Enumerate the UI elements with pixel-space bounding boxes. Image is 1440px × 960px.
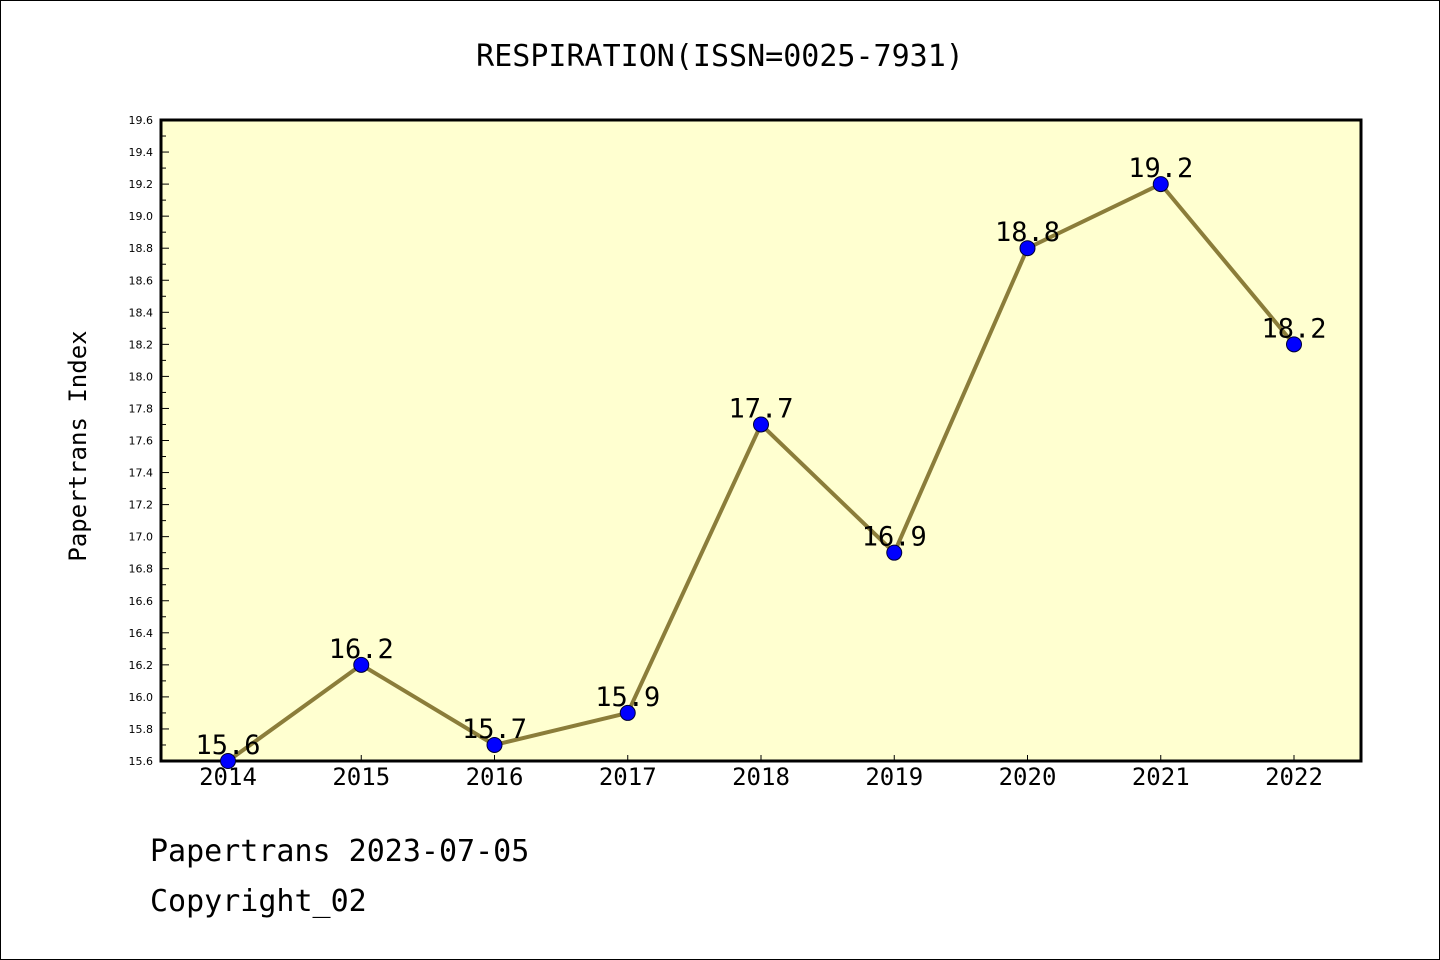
y-tick-label: 17.0 bbox=[129, 531, 154, 544]
data-point bbox=[619, 704, 636, 721]
y-tick-label: 18.8 bbox=[129, 242, 154, 255]
data-label: 19.2 bbox=[1128, 153, 1193, 184]
data-label: 18.2 bbox=[1261, 313, 1326, 344]
y-tick-label: 17.8 bbox=[129, 402, 154, 415]
x-tick-label: 2021 bbox=[1132, 763, 1190, 791]
data-point bbox=[486, 736, 503, 753]
chart-title: RESPIRATION(ISSN=0025-7931) bbox=[476, 39, 964, 74]
y-tick-label: 16.4 bbox=[129, 627, 154, 640]
data-label: 16.9 bbox=[862, 522, 927, 553]
x-tick-label: 2015 bbox=[332, 763, 390, 791]
y-tick-label: 15.6 bbox=[129, 755, 154, 768]
data-point bbox=[886, 544, 903, 561]
y-tick-label: 16.0 bbox=[129, 691, 154, 704]
data-label: 18.8 bbox=[995, 217, 1060, 248]
y-tick-label: 15.8 bbox=[129, 723, 154, 736]
data-label: 17.7 bbox=[728, 393, 793, 424]
data-point bbox=[1286, 336, 1302, 353]
y-axis-label: Papertrans Index bbox=[64, 330, 92, 561]
y-axis: 15.6 15.8 16.0 16.2 16.4 16.6 16.8 17.0 17.2 17.4… bbox=[129, 114, 169, 768]
footer-date: Papertrans 2023-07-05 bbox=[150, 834, 530, 869]
data-point bbox=[220, 753, 236, 769]
x-tick-label: 2017 bbox=[599, 763, 657, 791]
x-tick-label: 2019 bbox=[865, 763, 923, 791]
x-tick-label: 2016 bbox=[466, 763, 524, 791]
y-tick-label: 18.6 bbox=[129, 274, 154, 287]
y-tick-label: 16.2 bbox=[129, 659, 154, 672]
y-tick-label: 19.4 bbox=[129, 146, 154, 159]
data-label: 15.9 bbox=[595, 682, 660, 713]
y-tick-label: 19.0 bbox=[129, 210, 154, 223]
y-tick-label: 16.6 bbox=[129, 595, 154, 608]
data-label-layer: 15.6 16.2 15.7 15.9 17.7 16.9 18.8 19.2 18.2 bbox=[195, 153, 1326, 761]
y-tick-label: 17.2 bbox=[129, 499, 154, 512]
data-point bbox=[1019, 240, 1036, 257]
data-point bbox=[353, 656, 370, 673]
y-tick-label: 16.8 bbox=[129, 563, 154, 576]
data-point bbox=[753, 416, 769, 433]
data-label: 15.6 bbox=[195, 730, 260, 761]
x-tick-label: 2020 bbox=[999, 763, 1057, 791]
x-tick-label: 2018 bbox=[732, 763, 790, 791]
plot-area bbox=[159, 118, 1363, 763]
series-layer bbox=[220, 176, 1302, 769]
y-tick-label: 18.2 bbox=[129, 338, 154, 351]
x-tick-label: 2022 bbox=[1265, 763, 1323, 791]
data-point bbox=[1152, 176, 1169, 193]
y-tick-label: 19.2 bbox=[129, 178, 154, 191]
y-tick-label: 18.4 bbox=[129, 306, 154, 319]
y-tick-label: 19.6 bbox=[129, 114, 154, 127]
y-tick-label: 17.6 bbox=[129, 435, 154, 448]
x-axis: 2014 2015 2016 2017 2018 2019 2020 2021 2022 bbox=[199, 755, 1323, 791]
data-label: 16.2 bbox=[329, 634, 394, 665]
footer-copyright: Copyright_02 bbox=[150, 884, 367, 919]
y-tick-label: 17.4 bbox=[129, 467, 154, 480]
y-tick-label: 18.0 bbox=[129, 370, 154, 383]
data-label: 15.7 bbox=[462, 714, 527, 745]
